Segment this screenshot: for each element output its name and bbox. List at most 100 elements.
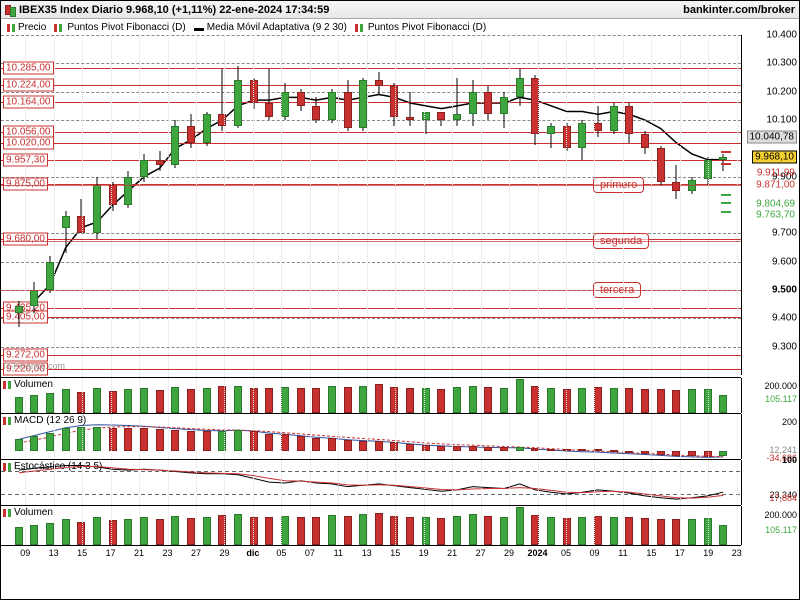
pivot-label: 10.020,00 — [3, 136, 54, 149]
volume-bar[interactable] — [344, 516, 352, 545]
volume-bar[interactable] — [719, 525, 727, 545]
price-badge: 9.871,00 — [754, 179, 797, 190]
volume-bar[interactable] — [187, 389, 195, 413]
volume-bar[interactable] — [469, 514, 477, 545]
x-tick: dic — [246, 548, 259, 558]
volume-bar[interactable] — [156, 390, 164, 413]
volume-bar[interactable] — [453, 387, 461, 413]
volume-bar[interactable] — [140, 517, 148, 545]
volume-bar[interactable] — [610, 517, 618, 546]
volume-bar[interactable] — [328, 386, 336, 413]
x-tick: 19 — [419, 548, 429, 558]
volume-bar[interactable] — [265, 517, 273, 545]
volume-bar[interactable] — [344, 387, 352, 413]
volume-bar[interactable] — [328, 515, 336, 545]
volume-bar[interactable] — [484, 387, 492, 413]
legend-fib1: Puntos Pivot Fibonacci (D) — [54, 22, 185, 33]
volume-bar[interactable] — [547, 517, 555, 545]
x-tick: 11 — [334, 548, 343, 558]
volume-panel-2[interactable]: Volumen 200.000105.117 — [1, 505, 741, 545]
volume-bar[interactable] — [469, 386, 477, 413]
volume-bar[interactable] — [203, 517, 211, 546]
chart-container: IBEX35 Index Diario 9.968,10 (+1,11%) 22… — [0, 0, 800, 600]
price-badge: 10.040,78 — [747, 130, 798, 143]
x-tick: 23 — [163, 548, 173, 558]
volume-bar[interactable] — [297, 517, 305, 546]
volume-bar[interactable] — [62, 519, 70, 545]
macd-panel[interactable]: MACD (12 26 9) 20012,241-34,696 — [1, 413, 741, 459]
x-tick: 11 — [618, 548, 627, 558]
price-chart[interactable]: 10.285,0010.224,0010.164,0010.056,0010.0… — [1, 35, 741, 375]
x-tick: 15 — [646, 548, 656, 558]
macd-y-axis: 20012,241-34,696 — [741, 414, 799, 459]
volume-bar[interactable] — [641, 389, 649, 413]
x-tick: 09 — [20, 548, 30, 558]
volume-bar[interactable] — [578, 517, 586, 545]
volume-bar[interactable] — [156, 519, 164, 545]
volume-bar[interactable] — [657, 519, 665, 545]
volume-bar[interactable] — [15, 397, 23, 413]
volume-bar[interactable] — [547, 388, 555, 413]
volume-bar[interactable] — [500, 517, 508, 546]
stoch-y-axis: 10023,34017,884 — [741, 460, 799, 505]
volume-bar[interactable] — [641, 518, 649, 545]
volume-bar[interactable] — [500, 388, 508, 414]
volume-bar[interactable] — [234, 386, 242, 413]
volume-bar[interactable] — [437, 389, 445, 413]
volume-bar[interactable] — [688, 519, 696, 545]
pivot-mark — [721, 151, 731, 153]
pivot-mark — [721, 163, 731, 165]
volume-bar[interactable] — [30, 525, 38, 545]
volume-bar[interactable] — [610, 388, 618, 414]
volume-bar[interactable] — [437, 518, 445, 545]
volume-bar[interactable] — [453, 516, 461, 545]
pivot-mark — [721, 211, 731, 213]
stoch-lines — [1, 460, 741, 506]
volume-bar[interactable] — [516, 507, 524, 545]
volume-bar[interactable] — [30, 395, 38, 413]
volume-bar[interactable] — [140, 388, 148, 413]
price-badge: 9.763,70 — [754, 210, 797, 221]
pivot-label: 10.285,00 — [3, 61, 54, 74]
volume-bar[interactable] — [312, 517, 320, 545]
volume-bar[interactable] — [62, 389, 70, 413]
volume-bar[interactable] — [406, 388, 414, 414]
volume-bar[interactable] — [375, 384, 383, 413]
volume-bar[interactable] — [203, 388, 211, 414]
volume-bar[interactable] — [93, 517, 101, 545]
volume-bar[interactable] — [657, 389, 665, 413]
volume-bar[interactable] — [625, 517, 633, 545]
volume-bar[interactable] — [312, 388, 320, 413]
volume-panel-1[interactable]: Volumen 200.000105.117 — [1, 377, 741, 413]
volume-bar[interactable] — [625, 388, 633, 413]
volume-bar[interactable] — [578, 388, 586, 413]
volume-bar[interactable] — [484, 516, 492, 545]
title-bar: IBEX35 Index Diario 9.968,10 (+1,11%) 22… — [1, 1, 799, 19]
volume-bar[interactable] — [406, 517, 414, 546]
stoch-panel[interactable]: Estocástico (14 3 5) 10023,34017,884 — [1, 459, 741, 505]
volume-bar[interactable] — [688, 389, 696, 413]
volume-bar[interactable] — [187, 518, 195, 545]
volume-bar[interactable] — [15, 527, 23, 545]
volume-bar[interactable] — [265, 388, 273, 413]
y-tick: 10.300 — [766, 58, 797, 69]
y-tick: 9.300 — [772, 341, 797, 352]
legend-ma: Media Móvil Adaptativa (9 2 30) — [194, 22, 347, 33]
volume1-y-axis: 200.000105.117 — [741, 378, 799, 413]
volume-bar[interactable] — [171, 516, 179, 545]
volume-bar[interactable] — [719, 395, 727, 413]
y-tick: 10.400 — [766, 30, 797, 41]
volume-bar[interactable] — [124, 389, 132, 413]
volume-bar[interactable] — [124, 519, 132, 545]
x-tick: 23 — [732, 548, 742, 558]
volume-bar[interactable] — [171, 387, 179, 413]
watermark: IT-Finance.com — [3, 361, 65, 371]
volume-bar[interactable] — [516, 379, 524, 413]
volume-bar[interactable] — [234, 514, 242, 545]
pivot-label: 10.224,00 — [3, 78, 54, 91]
volume2-y-axis: 200.000105.117 — [741, 506, 799, 545]
volume-bar[interactable] — [375, 513, 383, 545]
volume-bar[interactable] — [297, 388, 305, 414]
volume-bar[interactable] — [93, 388, 101, 413]
x-tick: 21 — [134, 548, 144, 558]
